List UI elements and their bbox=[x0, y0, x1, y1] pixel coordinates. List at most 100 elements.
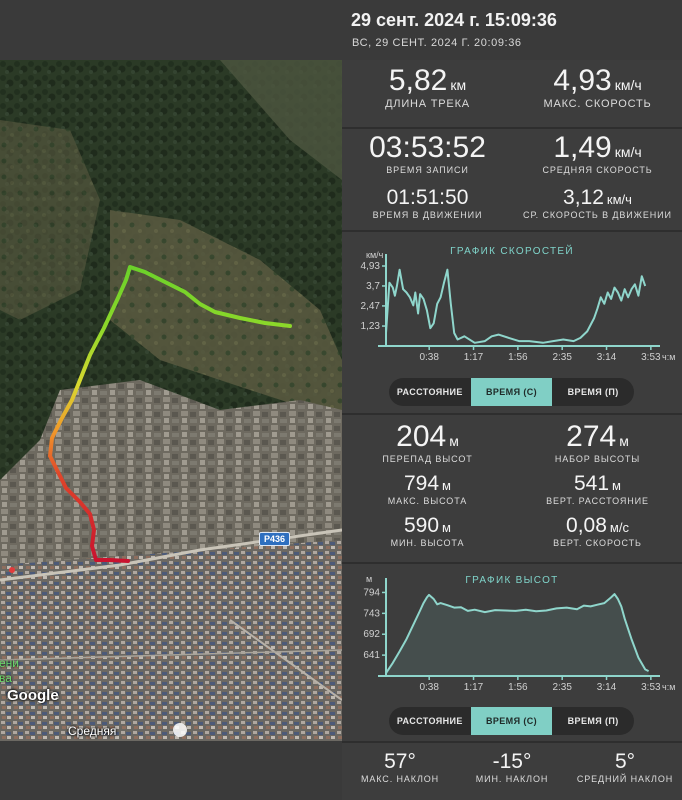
y-tick-label: 4,93 bbox=[361, 261, 381, 272]
stat-min-elevation: 590 м МИН. ВЫСОТА bbox=[350, 514, 505, 548]
tab-distance[interactable]: РАССТОЯНИЕ bbox=[396, 716, 463, 726]
stat-label: ВЕРТ. РАССТОЯНИЕ bbox=[546, 496, 649, 506]
x-tick-label: 1:17 bbox=[464, 682, 484, 693]
track-line bbox=[48, 265, 292, 563]
stat-unit: м bbox=[449, 433, 459, 449]
tab-distance[interactable]: РАССТОЯНИЕ bbox=[396, 387, 463, 397]
google-logo: Google bbox=[7, 687, 59, 704]
stat-unit: км/ч bbox=[606, 192, 632, 207]
road-badge: Р436 bbox=[259, 532, 291, 546]
tab-time-elapsed[interactable]: ВРЕМЯ (П) bbox=[567, 716, 619, 726]
x-tick-label: 1:17 bbox=[464, 352, 484, 363]
stat-label: ПЕРЕПАД ВЫСОТ bbox=[382, 454, 473, 464]
divider bbox=[342, 127, 682, 129]
tab-time-clock[interactable]: ВРЕМЯ (С) bbox=[470, 378, 553, 406]
stat-value: 03:53:52 bbox=[369, 131, 486, 164]
stat-vert-distance: 541 м ВЕРТ. РАССТОЯНИЕ bbox=[520, 472, 675, 506]
stat-label: МИН. ВЫСОТА bbox=[390, 538, 465, 548]
map-place-label: Средняя bbox=[68, 724, 117, 738]
speed-chart[interactable]: км/ч 1,23 2,47 3,7 4,93 0:38 1:17 1:56 2:35 3:14 3… bbox=[342, 240, 682, 365]
elevation-chart-mode-tabs[interactable]: РАССТОЯНИЕ ВРЕМЯ (С) ВРЕМЯ (П) bbox=[389, 707, 634, 735]
stat-moving-speed: 3,12 км/ч СР. СКОРОСТЬ В ДВИЖЕНИИ bbox=[520, 186, 675, 220]
series-area bbox=[386, 594, 649, 676]
stat-record-time: 03:53:52 ВРЕМЯ ЗАПИСИ bbox=[350, 131, 505, 175]
x-axis-unit: ч:м bbox=[662, 352, 675, 362]
divider bbox=[342, 741, 682, 743]
stat-unit: км bbox=[450, 77, 467, 93]
x-tick-label: 3:14 bbox=[597, 352, 617, 363]
stat-unit: м bbox=[612, 478, 621, 493]
stat-label: ВРЕМЯ В ДВИЖЕНИИ bbox=[372, 210, 483, 220]
y-tick-label: 692 bbox=[363, 629, 380, 640]
y-tick-label: 641 bbox=[363, 650, 380, 661]
y-tick-label: 3,7 bbox=[366, 281, 380, 292]
stat-label: СР. СКОРОСТЬ В ДВИЖЕНИИ bbox=[523, 210, 672, 220]
stat-value: 57° bbox=[384, 750, 416, 773]
stat-max-speed: 4,93 км/ч МАКС. СКОРОСТЬ bbox=[520, 64, 675, 110]
map-place-label: ени bbox=[0, 656, 20, 670]
y-axis-unit: м bbox=[366, 574, 372, 584]
series-line bbox=[385, 268, 647, 344]
x-tick-label: 2:35 bbox=[552, 682, 572, 693]
divider bbox=[342, 230, 682, 232]
series-line bbox=[385, 593, 650, 674]
stat-unit: м bbox=[442, 478, 451, 493]
stat-vert-speed: 0,08 м/с ВЕРТ. СКОРОСТЬ bbox=[520, 514, 675, 548]
speed-chart-mode-tabs[interactable]: РАССТОЯНИЕ ВРЕМЯ (С) ВРЕМЯ (П) bbox=[389, 378, 634, 406]
track-map[interactable]: ени ва Р436 Google Средняя bbox=[0, 60, 342, 741]
tab-time-elapsed[interactable]: ВРЕМЯ (П) bbox=[567, 387, 619, 397]
stat-unit: км/ч bbox=[614, 144, 642, 160]
y-tick-label: 794 bbox=[363, 587, 380, 598]
map-place-label: ва bbox=[0, 671, 12, 685]
stat-avg-speed: 1,49 км/ч СРЕДНЯЯ СКОРОСТЬ bbox=[520, 131, 675, 175]
page-subtitle: ВС, 29 СЕНТ. 2024 Г. 20:09:36 bbox=[352, 37, 522, 49]
stat-unit: м bbox=[619, 433, 629, 449]
y-tick-label: 1,23 bbox=[361, 321, 381, 332]
stat-unit: км/ч bbox=[614, 77, 642, 93]
stat-elevation-gain: 274 м НАБОР ВЫСОТЫ bbox=[520, 420, 675, 464]
stat-label: МАКС. НАКЛОН bbox=[360, 774, 440, 784]
stat-avg-slope: 5° СРЕДНИЙ НАКЛОН bbox=[569, 750, 681, 784]
stat-value: 4,93 bbox=[553, 64, 612, 97]
x-tick-label: 1:56 bbox=[508, 682, 528, 693]
stat-value: 274 bbox=[566, 420, 617, 453]
stat-value: 0,08 bbox=[566, 514, 607, 537]
stat-value: -15° bbox=[492, 750, 532, 773]
elevation-chart-title: ГРАФИК ВЫСОТ bbox=[465, 575, 559, 586]
stat-max-elevation: 794 м МАКС. ВЫСОТА bbox=[350, 472, 505, 506]
stat-value: 01:51:50 bbox=[386, 186, 469, 209]
stat-distance: 5,82 км ДЛИНА ТРЕКА bbox=[350, 64, 505, 110]
stat-unit: м bbox=[442, 520, 451, 535]
stat-label: СРЕДНИЙ НАКЛОН bbox=[576, 774, 674, 784]
x-tick-label: 0:38 bbox=[419, 682, 439, 693]
stat-label: МИН. НАКЛОН bbox=[475, 774, 549, 784]
elevation-chart[interactable]: м 641 692 743 794 0:38 1:17 1:56 2:35 3:14 3:53 ч:м bbox=[342, 568, 682, 696]
tab-time-clock[interactable]: ВРЕМЯ (С) bbox=[470, 707, 553, 735]
stat-value: 3,12 bbox=[563, 186, 604, 209]
header: 29 сент. 2024 г. 15:09:36 ВС, 29 СЕНТ. 2… bbox=[0, 0, 682, 60]
stat-value: 590 bbox=[404, 514, 440, 537]
x-axis-unit: ч:м bbox=[662, 682, 675, 692]
x-tick-label: 2:35 bbox=[552, 352, 572, 363]
map-satellite-image bbox=[0, 60, 342, 741]
stat-label: ДЛИНА ТРЕКА bbox=[385, 98, 470, 110]
stat-elevation-drop: 204 м ПЕРЕПАД ВЫСОТ bbox=[350, 420, 505, 464]
stat-value: 5,82 bbox=[388, 64, 448, 97]
page-title: 29 сент. 2024 г. 15:09:36 bbox=[351, 10, 557, 30]
stat-label: ВРЕМЯ ЗАПИСИ bbox=[386, 165, 469, 175]
stat-label: МАКС. СКОРОСТЬ bbox=[543, 98, 652, 110]
stat-label: ВЕРТ. СКОРОСТЬ bbox=[553, 538, 642, 548]
stat-unit: м/с bbox=[609, 520, 629, 535]
stat-value: 541 bbox=[574, 472, 610, 495]
stat-min-slope: -15° МИН. НАКЛОН bbox=[457, 750, 567, 784]
stat-max-slope: 57° МАКС. НАКЛОН bbox=[345, 750, 455, 784]
stat-value: 5° bbox=[614, 750, 636, 773]
speed-chart-title: ГРАФИК СКОРОСТЕЙ bbox=[450, 246, 574, 257]
y-tick-label: 2,47 bbox=[361, 301, 381, 312]
stat-label: НАБОР ВЫСОТЫ bbox=[554, 454, 641, 464]
y-axis-unit: км/ч bbox=[366, 250, 384, 260]
stat-value: 1,49 bbox=[553, 131, 612, 164]
x-tick-label: 3:53 bbox=[641, 682, 661, 693]
x-tick-label: 0:38 bbox=[419, 352, 439, 363]
divider bbox=[342, 562, 682, 564]
